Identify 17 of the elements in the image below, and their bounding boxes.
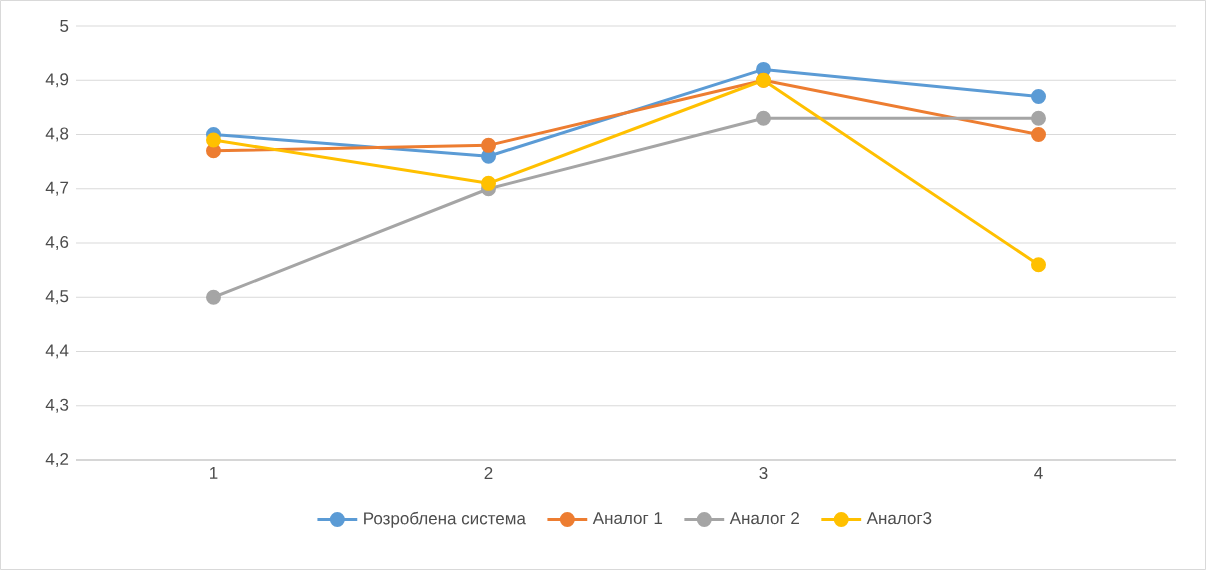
x-tick-label: 4 — [1034, 467, 1043, 479]
y-tick-label: 5 — [60, 20, 69, 32]
legend-label: Аналог 2 — [729, 512, 799, 525]
legend-label: Аналог 1 — [592, 512, 663, 525]
y-tick-label: 4,3 — [45, 398, 69, 413]
y-tick-label: 4,7 — [45, 181, 69, 196]
legend-label: Аналог3 — [866, 512, 932, 525]
y-tick-label: 4,9 — [45, 73, 69, 88]
x-tick-label: 2 — [484, 467, 493, 479]
y-tick-label: 4,2 — [45, 452, 69, 468]
y-tick-label: 4,4 — [45, 344, 69, 359]
y-tick-label: 4,8 — [45, 127, 69, 142]
x-tick-label: 1 — [210, 467, 218, 479]
x-tick-label: 3 — [759, 467, 768, 480]
legend-label: Розроблена система — [364, 511, 526, 528]
y-tick-label: 4,6 — [45, 236, 69, 251]
y-tick-label: 4,5 — [45, 290, 69, 305]
